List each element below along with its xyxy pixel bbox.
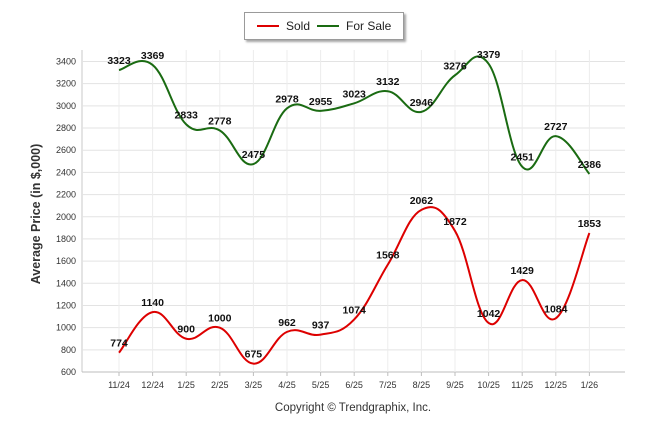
data-label-for-sale: 2778 (208, 115, 232, 127)
y-tick-label: 2600 (56, 145, 76, 155)
data-label-sold: 1872 (443, 216, 467, 228)
data-label-for-sale: 2978 (275, 93, 299, 105)
y-tick-label: 1600 (56, 256, 76, 266)
data-label-sold: 1084 (544, 303, 568, 315)
data-label-for-sale: 2946 (410, 97, 434, 109)
data-label-for-sale: 3369 (141, 50, 165, 62)
data-label-for-sale: 3276 (443, 60, 467, 72)
data-label-for-sale: 3379 (477, 49, 501, 61)
data-labels: 774 1140 900 1000 675 962 937 1074 1568 2062 1872 1… (107, 49, 601, 361)
data-label-sold: 1853 (578, 218, 602, 230)
x-tick-label: 2/25 (211, 380, 229, 390)
data-label-sold: 1074 (343, 304, 367, 316)
legend: Sold For Sale (244, 12, 404, 40)
y-tick-label: 3200 (56, 79, 76, 89)
x-tick-label: 8/25 (413, 380, 431, 390)
data-label-sold: 1042 (477, 308, 501, 320)
x-tick-label: 1/25 (177, 380, 195, 390)
x-tick-label: 3/25 (245, 380, 263, 390)
y-tick-label: 2800 (56, 123, 76, 133)
y-axis-title: Average Price (in $,000) (29, 143, 43, 285)
series-line-sold (118, 206, 591, 365)
x-tick-label: 10/25 (477, 380, 500, 390)
data-label-sold: 1429 (511, 265, 535, 277)
gridlines (81, 50, 625, 373)
y-tick-label: 600 (61, 367, 76, 377)
x-tick-label: 5/25 (312, 380, 330, 390)
data-label-sold: 774 (110, 338, 128, 350)
y-axis: 600 800 1000 1200 1400 1600 1800 2000 2200 2400 26… (56, 57, 76, 378)
data-label-sold: 1568 (376, 250, 400, 262)
y-tick-label: 2000 (56, 212, 76, 222)
x-tick-label: 1/26 (581, 380, 599, 390)
y-tick-label: 3000 (56, 101, 76, 111)
y-tick-label: 2200 (56, 190, 76, 200)
y-tick-label: 3400 (56, 57, 76, 67)
data-label-sold: 937 (312, 320, 330, 332)
y-tick-label: 800 (61, 345, 76, 355)
y-tick-label: 1200 (56, 300, 76, 310)
x-axis: 11/24 12/24 1/25 2/25 3/25 4/25 5/25 6/25 7/25 8/… (108, 372, 598, 390)
data-label-for-sale: 2955 (309, 96, 333, 108)
copyright-text: Copyright © Trendgraphix, Inc. (274, 402, 432, 414)
legend-item-for-sale[interactable]: For Sale (317, 13, 391, 39)
data-label-sold: 900 (177, 324, 195, 336)
x-tick-label: 7/25 (379, 380, 397, 390)
legend-swatch-sold (257, 25, 279, 27)
data-label-for-sale: 2727 (544, 121, 568, 133)
data-label-sold: 1140 (141, 297, 164, 309)
x-tick-label: 6/25 (345, 380, 363, 390)
legend-swatch-for-sale (317, 25, 339, 27)
data-label-sold: 2062 (410, 195, 434, 207)
legend-label-for-sale: For Sale (346, 19, 392, 33)
x-tick-label: 12/24 (141, 380, 164, 390)
y-tick-label: 2400 (56, 167, 76, 177)
y-tick-label: 1800 (56, 234, 76, 244)
x-tick-label: 12/25 (545, 380, 568, 390)
data-label-for-sale: 2833 (175, 109, 199, 121)
data-label-for-sale: 3132 (376, 76, 400, 88)
legend-item-sold[interactable]: Sold (257, 13, 310, 39)
y-tick-label: 1000 (56, 323, 76, 333)
x-tick-label: 4/25 (278, 380, 296, 390)
data-label-for-sale: 2475 (242, 149, 266, 161)
x-tick-label: 9/25 (446, 380, 464, 390)
data-label-for-sale: 3323 (107, 55, 131, 67)
data-label-sold: 962 (278, 317, 296, 329)
series-line-for-sale (118, 55, 591, 175)
x-tick-label: 11/25 (511, 380, 533, 390)
y-tick-label: 1400 (56, 278, 76, 288)
data-label-for-sale: 2451 (511, 152, 535, 164)
data-label-for-sale: 3023 (343, 88, 367, 100)
legend-label-sold: Sold (286, 19, 311, 33)
data-label-for-sale: 2386 (578, 159, 602, 171)
data-label-sold: 675 (245, 349, 263, 361)
series-group (118, 55, 591, 365)
x-tick-label: 11/24 (108, 380, 130, 390)
data-label-sold: 1000 (208, 313, 232, 325)
